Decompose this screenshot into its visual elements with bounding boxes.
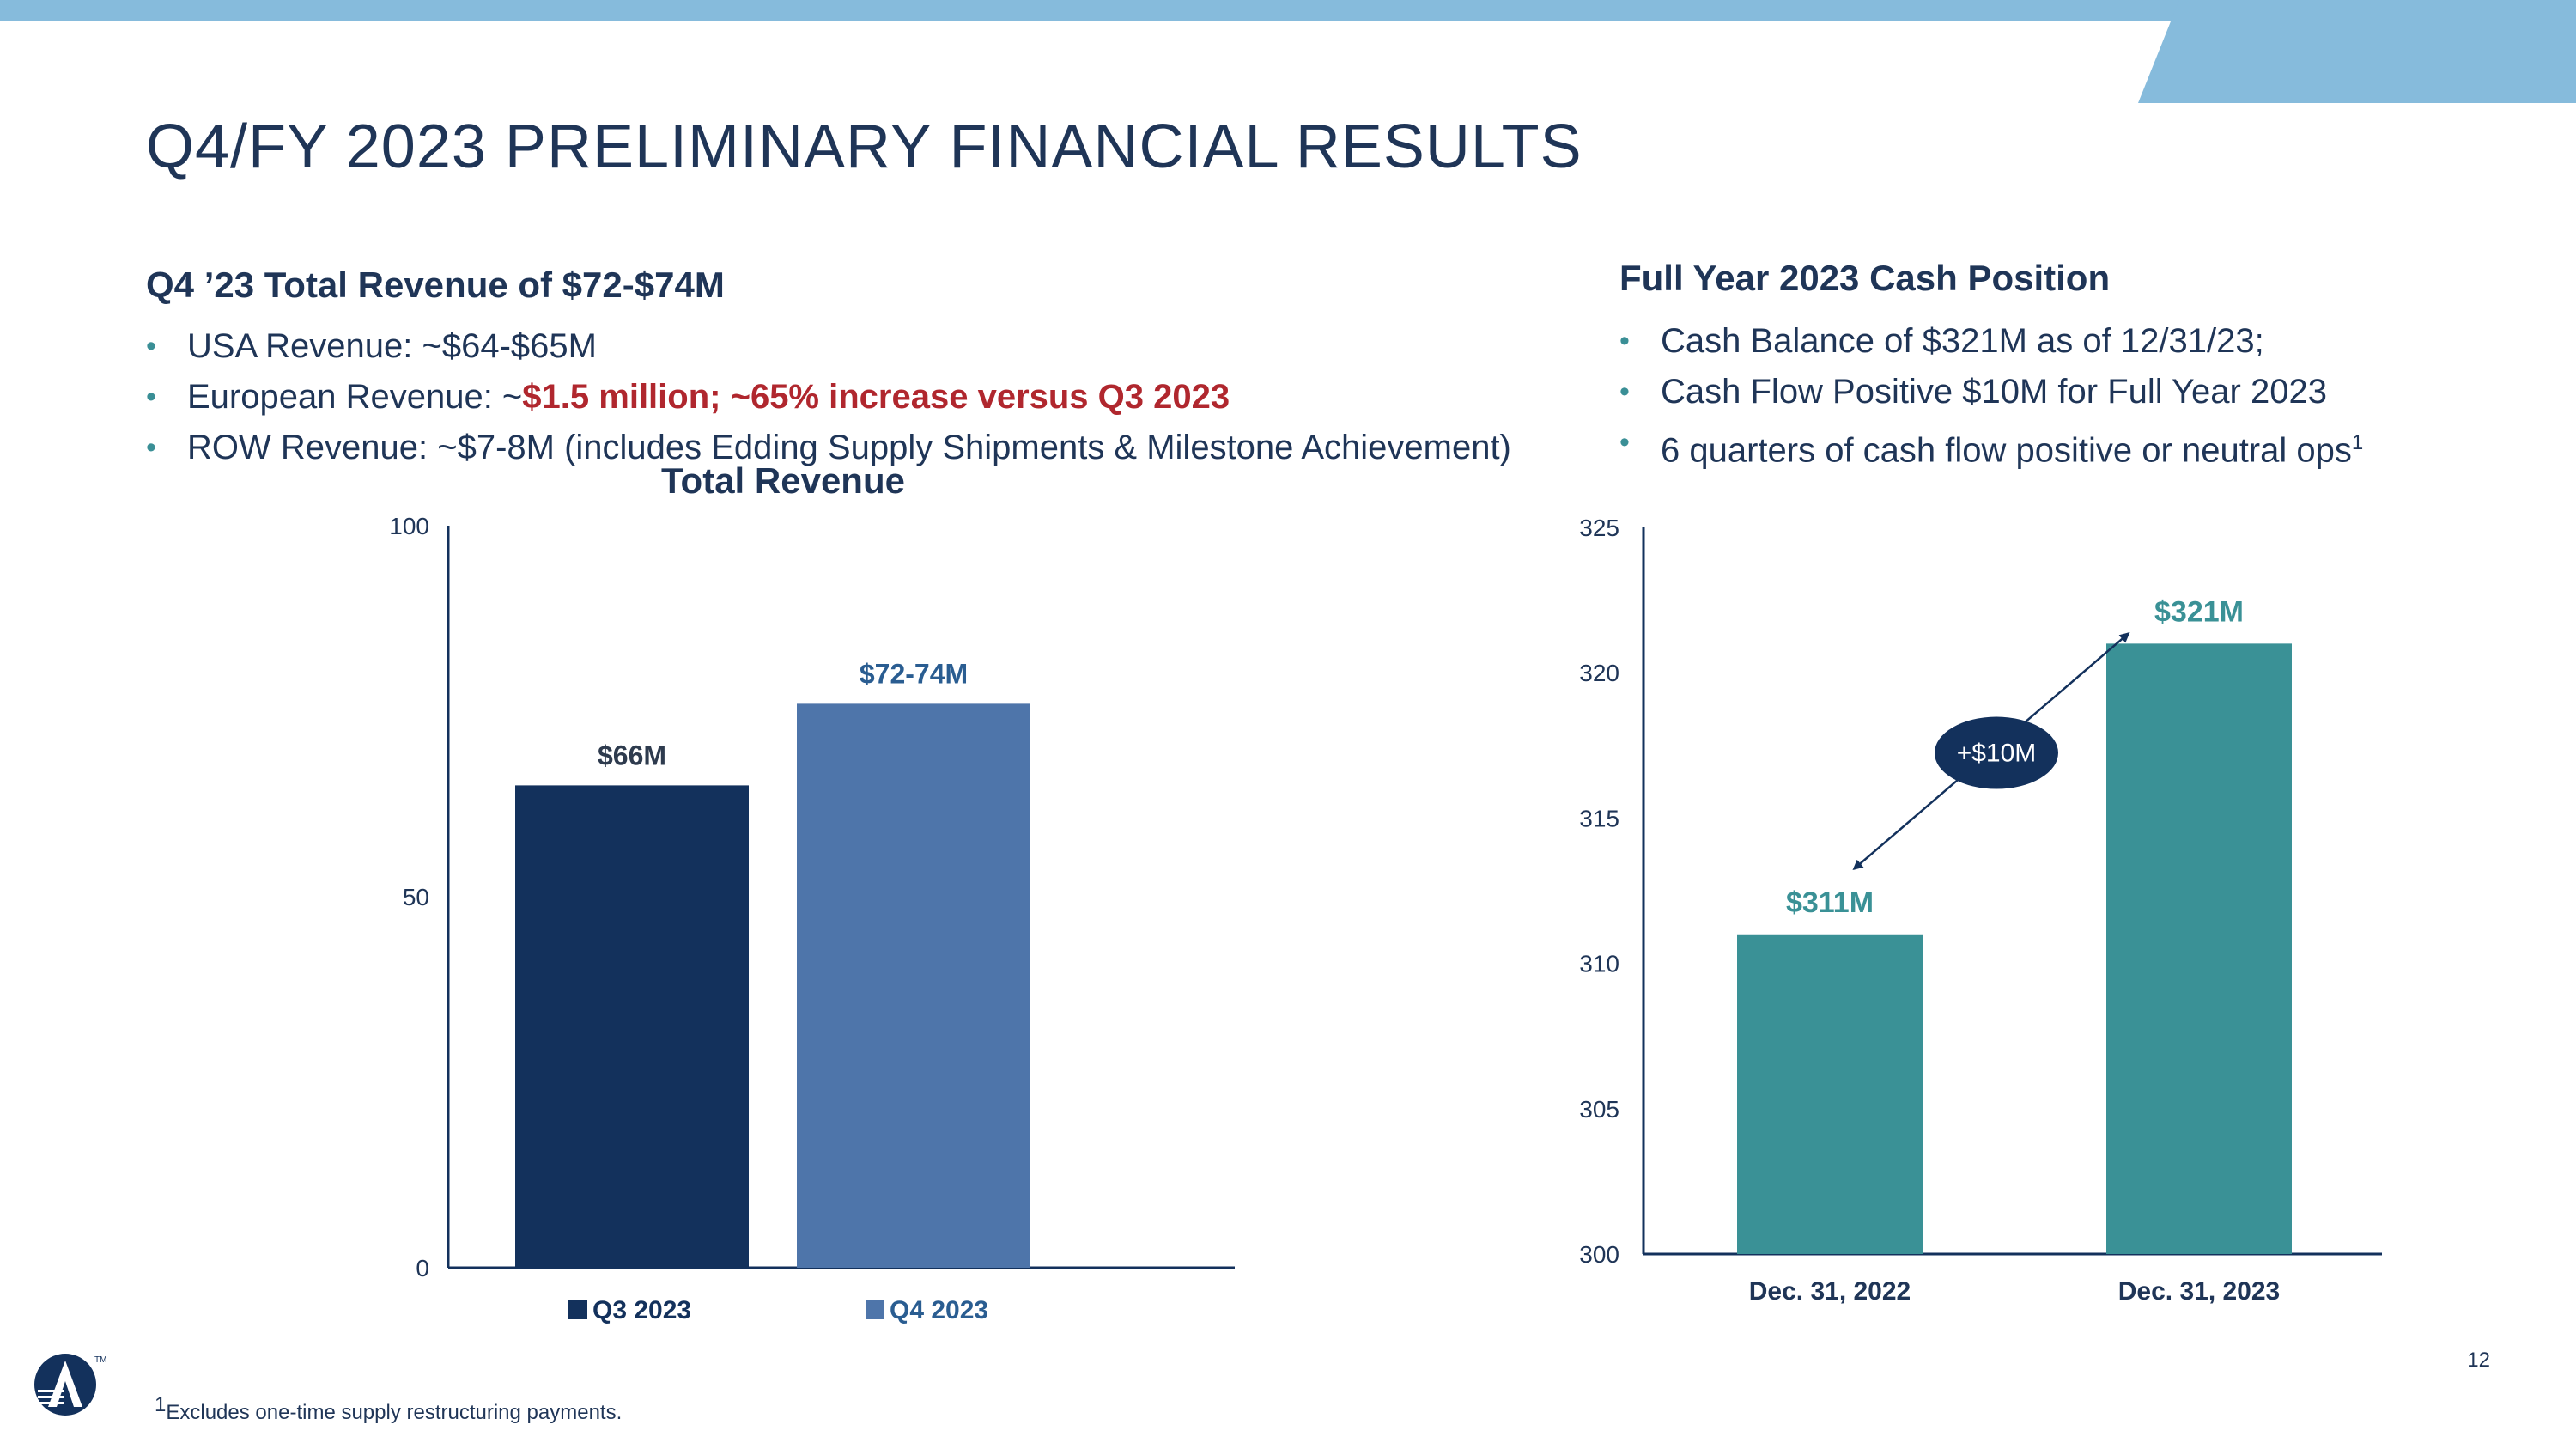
footnote-text: Excludes one-time supply restructuring p… (166, 1401, 623, 1424)
page-title: Q4/FY 2023 PRELIMINARY FINANCIAL RESULTS (146, 113, 1583, 181)
legend-swatch (866, 1300, 884, 1319)
data-label: $66M (598, 740, 666, 770)
y-tick-label: 100 (389, 513, 429, 539)
bullet-text: Cash Balance of $321M as of 12/31/23; (1661, 322, 2264, 360)
trademark-mark: TM (94, 1355, 106, 1365)
cash-chart: 300 305 310 315 320 325 $311M Dec. 31, 2022 $321… (1579, 514, 2382, 1306)
x-tick-label: Dec. 31, 2022 (1749, 1277, 1911, 1306)
top-accent-tab (2138, 0, 2576, 103)
footnote-marker: 1 (155, 1393, 167, 1416)
bullet-icon: • (146, 431, 156, 464)
top-accent-bar (0, 0, 2576, 21)
y-tick-label: 0 (416, 1255, 429, 1282)
footnote-marker: 1 (2351, 431, 2364, 454)
company-logo-icon: TM (34, 1354, 106, 1416)
bullet-icon: • (1619, 426, 1630, 459)
cash-bullet-list: • Cash Balance of $321M as of 12/31/23; •… (1619, 316, 2363, 476)
footnote: 1Excludes one-time supply restructuring … (155, 1393, 622, 1425)
list-item: • Cash Balance of $321M as of 12/31/23; (1619, 316, 2363, 367)
revenue-bullet-list: • USA Revenue: ~$64-$65M • European Revenu… (146, 321, 1511, 473)
y-tick-label: 300 (1579, 1241, 1619, 1268)
list-item: • ROW Revenue: ~$7-8M (includes Edding Su… (146, 423, 1511, 473)
legend-label: Q4 2023 (890, 1296, 988, 1324)
y-tick-label: 50 (403, 884, 429, 910)
bullet-icon: • (1619, 375, 1630, 408)
bar (515, 785, 749, 1268)
legend-swatch (568, 1300, 587, 1319)
data-label: $321M (2154, 595, 2244, 628)
data-label: $72-74M (860, 658, 968, 689)
list-item: • Cash Flow Positive $10M for Full Year 2… (1619, 367, 2363, 417)
bullet-text: ROW Revenue: ~$7-8M (includes Edding Sup… (187, 429, 1511, 466)
chart-title: Total Revenue (661, 460, 905, 501)
highlight-text: $1.5 million; ~65% increase versus Q3 20… (522, 378, 1230, 416)
list-item: • European Revenue: ~$1.5 million; ~65% i… (146, 372, 1511, 423)
annotation-label: +$10M (1957, 740, 2037, 768)
page-number: 12 (2467, 1349, 2490, 1372)
list-item: • USA Revenue: ~$64-$65M (146, 321, 1511, 372)
y-tick-label: 325 (1579, 514, 1619, 541)
y-tick-label: 310 (1579, 951, 1619, 977)
bullet-icon: • (146, 381, 156, 413)
list-item: • 6 quarters of cash flow positive or neu… (1619, 417, 2363, 476)
cash-heading: Full Year 2023 Cash Position (1619, 258, 2111, 298)
x-tick-label: Dec. 31, 2023 (2118, 1277, 2280, 1306)
y-tick-label: 305 (1579, 1096, 1619, 1123)
y-tick-label: 315 (1579, 805, 1619, 831)
bullet-icon: • (1619, 325, 1630, 357)
annotation-bubble (1935, 716, 2058, 789)
bullet-text: European Revenue: ~ (187, 378, 523, 416)
bullet-text: USA Revenue: ~$64-$65M (187, 327, 597, 365)
bar (2106, 643, 2292, 1254)
bullet-text: 6 quarters of cash flow positive or neut… (1661, 431, 2352, 470)
revenue-chart: Total Revenue 0 50 100 $66M $72-74M Q3 2023 Q4 … (389, 460, 1235, 1324)
bullet-icon: • (146, 330, 156, 362)
legend-label: Q3 2023 (592, 1296, 691, 1324)
bullet-text: Cash Flow Positive $10M for Full Year 20… (1661, 373, 2327, 411)
revenue-heading: Q4 ’23 Total Revenue of $72-$74M (146, 265, 725, 305)
y-tick-label: 320 (1579, 660, 1619, 686)
data-label: $311M (1786, 886, 1874, 919)
bar (1737, 934, 1923, 1254)
bar (797, 703, 1030, 1268)
